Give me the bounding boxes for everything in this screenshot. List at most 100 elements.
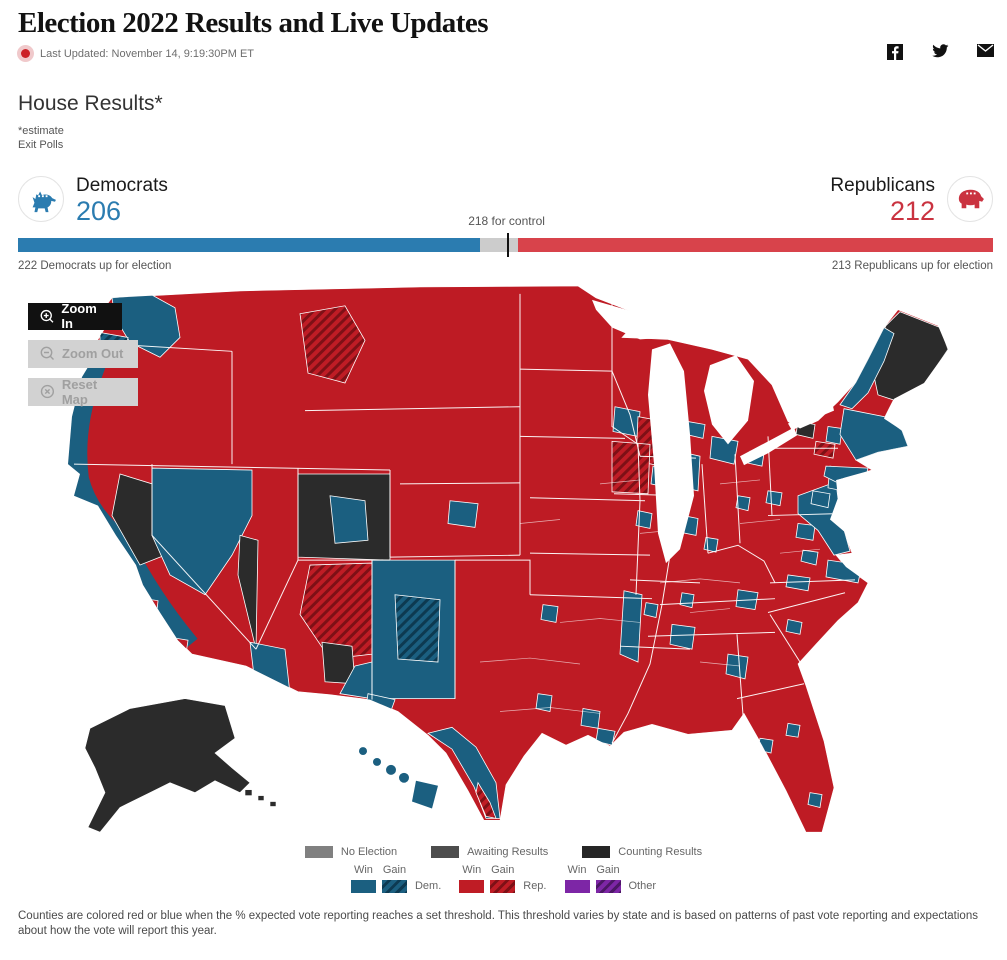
control-threshold-label: 218 for control xyxy=(468,213,545,228)
map-hawaii-dem xyxy=(359,747,438,809)
facebook-icon[interactable] xyxy=(887,44,903,60)
counting-results-label: Counting Results xyxy=(618,845,703,858)
up-for-election-row: 222 Democrats up for election 213 Republ… xyxy=(18,260,993,272)
map-ca-rep-pocket xyxy=(135,597,159,621)
map-nc-dem xyxy=(785,574,811,592)
map-ga2-dem xyxy=(725,653,749,680)
map-tx-rep-gain xyxy=(475,781,497,819)
dem-party-label: Dem. xyxy=(414,879,442,892)
awaiting-results-swatch xyxy=(431,845,460,858)
map-tx-dallas-dem xyxy=(540,604,559,623)
dem-gain-label: Gain xyxy=(382,863,407,876)
zoom-in-button[interactable]: Zoom In xyxy=(28,301,122,331)
reset-map-button: Reset Map xyxy=(28,377,138,407)
zoom-out-label: Zoom Out xyxy=(62,346,124,362)
map-tx-austin-dem xyxy=(535,693,553,712)
map-ny-rep-gain xyxy=(813,440,836,459)
map-alaska-counting xyxy=(84,698,277,833)
map-tn-nashville-dem xyxy=(679,592,695,608)
legend-awaiting-results: Awaiting Results xyxy=(431,845,549,858)
legend-status-row: No Election Awaiting Results Counting Re… xyxy=(0,845,1007,858)
us-house-map-container: Zoom In Zoom Out Reset Map xyxy=(0,285,1007,852)
democrats-label: Democrats xyxy=(76,174,168,196)
democrat-donkey-icon xyxy=(18,175,64,222)
last-updated-text: Last Updated: November 14, 9:19:30PM ET xyxy=(40,47,255,60)
house-balance-of-power: Democrats 206 Republicans 212 218 for co… xyxy=(18,174,993,234)
email-icon[interactable] xyxy=(977,44,994,60)
zoom-out-button: Zoom Out xyxy=(28,339,138,368)
rep-up-for-election: 213 Republicans up for election xyxy=(831,259,993,272)
dem-bar-segment xyxy=(18,237,480,252)
map-ms-delta-dem xyxy=(619,590,643,663)
rep-win-swatch xyxy=(459,879,485,893)
legend-party-row: Win Gain Dem. Win Gain Rep. Win Gain Oth… xyxy=(0,864,1007,893)
other-gain-label: Gain xyxy=(596,863,620,876)
map-mo-kc-dem xyxy=(635,510,653,529)
map-legend: No Election Awaiting Results Counting Re… xyxy=(0,845,1007,893)
legend-dem-group: Win Gain Dem. xyxy=(350,863,442,893)
map-fl-tampa-dem xyxy=(757,737,774,754)
democrats-summary: Democrats 206 xyxy=(18,174,168,226)
election-results-page: Election 2022 Results and Live Updates L… xyxy=(0,7,1007,937)
no-election-label: No Election xyxy=(340,845,398,858)
map-ny-nyc-dem xyxy=(823,465,869,483)
twitter-icon[interactable] xyxy=(932,44,949,60)
legend-other-group: Win Gain Other xyxy=(564,863,657,893)
map-ny-albany-dem xyxy=(825,425,843,445)
legend-counting-results: Counting Results xyxy=(582,845,703,858)
last-updated-row: Last Updated: November 14, 9:19:30PM ET xyxy=(18,48,993,60)
reset-map-icon xyxy=(40,385,55,399)
live-indicator-icon xyxy=(21,49,30,59)
dem-gain-swatch xyxy=(381,879,407,893)
map-ca-counting-2 xyxy=(94,539,119,574)
map-footnote: Counties are colored red or blue when th… xyxy=(18,909,978,937)
other-gain-swatch xyxy=(595,879,621,893)
map-ca-rep-pocket-2 xyxy=(167,636,189,655)
map-va-nova-dem xyxy=(795,522,816,541)
map-ia-rep-gain xyxy=(611,440,651,495)
map-nm-dem-gain xyxy=(394,594,441,663)
map-ky-louisville-dem xyxy=(703,536,719,553)
republicans-seat-count: 212 xyxy=(889,195,935,226)
map-mt-rep-gain xyxy=(299,305,366,384)
counting-results-swatch xyxy=(582,845,611,858)
map-az-dem-west xyxy=(249,641,291,695)
other-win-label: Win xyxy=(567,863,587,876)
zoom-out-icon xyxy=(40,346,54,361)
rep-gain-swatch xyxy=(490,879,516,893)
map-sc-dem xyxy=(785,618,803,635)
exit-polls-link[interactable]: Exit Polls xyxy=(18,138,64,151)
social-share-bar xyxy=(887,44,994,60)
map-al-dem xyxy=(669,623,696,650)
map-oh-columbus-dem xyxy=(735,495,751,511)
republican-elephant-icon xyxy=(947,175,993,222)
dem-win-label: Win xyxy=(353,863,373,876)
other-party-label: Other xyxy=(628,879,657,892)
zoom-in-icon xyxy=(40,309,54,323)
seat-balance-bar xyxy=(18,232,993,257)
control-threshold-tick xyxy=(506,232,509,257)
awaiting-results-label: Awaiting Results xyxy=(467,845,549,858)
map-ut-dem xyxy=(329,495,369,544)
page-title: Election 2022 Results and Live Updates xyxy=(18,7,489,39)
legend-rep-group: Win Gain Rep. xyxy=(459,863,547,893)
map-tn-memphis-dem xyxy=(643,602,659,618)
legend-no-election: No Election xyxy=(304,845,398,858)
map-co-dem xyxy=(447,500,479,528)
no-election-swatch xyxy=(304,845,333,858)
republicans-summary: Republicans 212 xyxy=(830,174,993,226)
democrats-seat-count: 206 xyxy=(76,195,122,226)
map-va-richmond-dem xyxy=(800,549,819,566)
us-results-map[interactable] xyxy=(0,285,1007,852)
great-lakes xyxy=(592,299,834,563)
section-title: House Results* xyxy=(18,91,163,115)
republicans-label: Republicans xyxy=(830,174,935,196)
estimate-note: *estimate xyxy=(18,124,64,137)
rep-gain-label: Gain xyxy=(491,863,515,876)
rep-win-label: Win xyxy=(462,863,482,876)
dem-win-swatch xyxy=(350,879,376,893)
map-vt-nh-dem xyxy=(839,326,895,410)
rep-party-label: Rep. xyxy=(523,879,547,892)
map-mn-dem xyxy=(612,406,641,437)
other-win-swatch xyxy=(564,879,590,893)
